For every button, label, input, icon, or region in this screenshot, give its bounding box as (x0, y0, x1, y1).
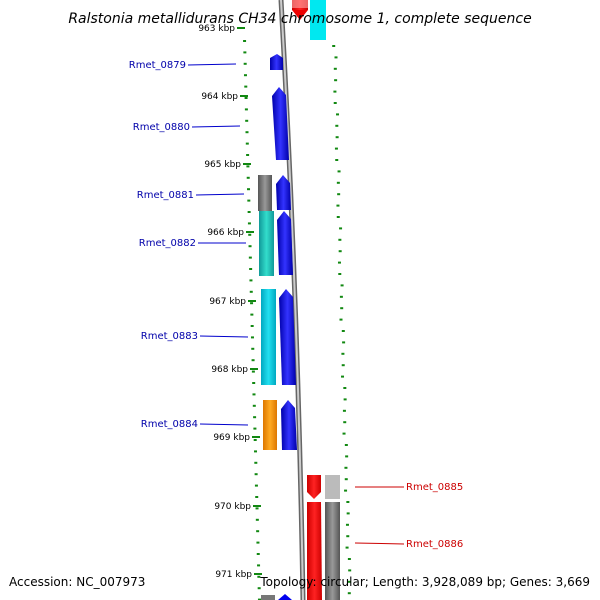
gene-label-rmet-0885[interactable]: Rmet_0885 (406, 482, 463, 493)
tick-label: 965 kbp (204, 160, 241, 170)
gene-leader-line (199, 335, 249, 338)
gene-label-rmet-0886[interactable]: Rmet_0886 (406, 539, 463, 550)
cog-grey-0886[interactable] (325, 502, 340, 600)
tick-label: 964 kbp (201, 92, 238, 102)
gene-leader-line (354, 542, 405, 545)
gene-rmet-0883[interactable] (279, 289, 296, 385)
gene-rmet-0881[interactable] (276, 175, 291, 210)
gene-leader-line (191, 125, 241, 128)
gene-bottom-blue[interactable] (278, 594, 292, 600)
gene-label-rmet-0884[interactable]: Rmet_0884 (141, 419, 198, 430)
gene-label-rmet-0882[interactable]: Rmet_0882 (139, 238, 196, 249)
tick-label: 968 kbp (211, 365, 248, 375)
topology-text: Topology: circular; Length: 3,928,089 bp… (259, 575, 590, 589)
tick-label: 971 kbp (215, 570, 252, 580)
gene-leader-line (199, 423, 249, 426)
scale-ticks: 963 kbp 964 kbp 965 kbp 966 kbp 967 kbp 968 k… (198, 24, 262, 580)
gene-label-rmet-0879[interactable]: Rmet_0879 (129, 60, 186, 71)
tick-label: 969 kbp (213, 433, 250, 443)
gene-label-rmet-0883[interactable]: Rmet_0883 (141, 331, 198, 342)
cog-teal-0882[interactable] (259, 211, 274, 276)
accession-text: Accession: NC_007973 (9, 575, 145, 589)
cog-lightgrey-0885[interactable] (325, 475, 340, 499)
tick-label: 966 kbp (207, 228, 244, 238)
gc-dots-right (332, 45, 352, 595)
tick-label: 967 kbp (209, 297, 246, 307)
gene-labels: Rmet_0879 Rmet_0880 Rmet_0881 Rmet_0882 Rmet… (129, 60, 463, 550)
cog-cyan-0883[interactable] (261, 289, 276, 385)
gc-dots-left (243, 40, 261, 600)
gene-rmet-0882[interactable] (277, 211, 293, 275)
map-title: Ralstonia metallidurans CH34 chromosome … (68, 11, 531, 27)
cog-orange-0884[interactable] (263, 400, 277, 450)
gene-rmet-0880[interactable] (272, 87, 289, 160)
gene-leader-line (195, 193, 245, 196)
tick-label: 970 kbp (214, 502, 251, 512)
gene-rmet-0885[interactable] (307, 475, 321, 499)
gene-rmet-0879[interactable] (270, 54, 283, 70)
gene-label-rmet-0880[interactable]: Rmet_0880 (133, 122, 190, 133)
cog-grey-bottom[interactable] (261, 595, 275, 600)
cog-grey-0881[interactable] (258, 175, 272, 211)
gene-pink-top[interactable] (292, 0, 308, 8)
gene-cyan-top[interactable] (310, 0, 326, 40)
gene-label-rmet-0881[interactable]: Rmet_0881 (137, 190, 194, 201)
tick-label: 963 kbp (198, 24, 235, 34)
gene-reverse-top-arrow[interactable] (292, 10, 308, 20)
gene-rmet-0886[interactable] (307, 502, 322, 600)
gene-leader-line (187, 63, 237, 66)
gene-rmet-0884[interactable] (281, 400, 297, 450)
chromosome-backbone-highlight (280, 0, 304, 600)
